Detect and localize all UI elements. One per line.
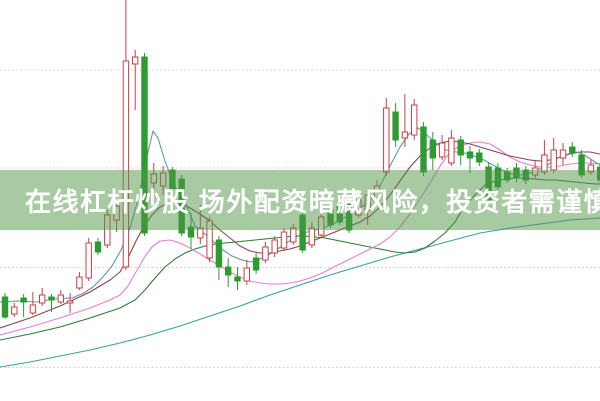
candle-body: [476, 152, 483, 163]
candle-body: [466, 151, 474, 159]
ma-pink: [0, 141, 600, 336]
caption-banner: 在线杠杆炒股 场外配资暗藏风险，投资者需谨慎: [0, 170, 600, 230]
candle-body: [122, 60, 130, 268]
candle-body: [132, 56, 139, 65]
candle-body: [429, 139, 437, 159]
candle-body: [457, 139, 464, 156]
candle-body: [29, 304, 37, 314]
candle-body: [448, 137, 455, 164]
candle-body: [438, 142, 446, 158]
candle-body: [290, 227, 297, 243]
caption-text: 在线杠杆炒股 场外配资暗藏风险，投资者需谨慎: [25, 186, 600, 217]
candle-body: [550, 149, 557, 171]
candle-body: [392, 111, 399, 141]
candle-body: [48, 296, 55, 301]
candle-body: [66, 300, 74, 304]
candle-body: [20, 297, 27, 303]
candle-body: [243, 267, 251, 282]
candle-body: [215, 239, 223, 268]
candle-body: [57, 294, 64, 303]
candle-body: [1, 296, 9, 318]
candle-body: [280, 231, 288, 249]
candle-body: [383, 107, 390, 173]
candle-body: [271, 239, 278, 254]
candle-body: [141, 56, 148, 234]
candle-body: [252, 257, 260, 271]
candle-body: [76, 276, 83, 289]
candle-body: [420, 126, 427, 173]
candle-body: [39, 294, 46, 304]
candle-body: [11, 306, 18, 315]
candle-body: [85, 242, 92, 279]
candle-body: [401, 131, 409, 139]
candle-body: [94, 241, 102, 253]
candle-body: [234, 276, 241, 282]
candle-body: [569, 146, 576, 154]
candle-body: [559, 149, 567, 159]
candle-body: [262, 246, 269, 261]
candle-body: [225, 266, 232, 276]
candle-body: [411, 104, 418, 136]
candle-body: [308, 227, 316, 246]
